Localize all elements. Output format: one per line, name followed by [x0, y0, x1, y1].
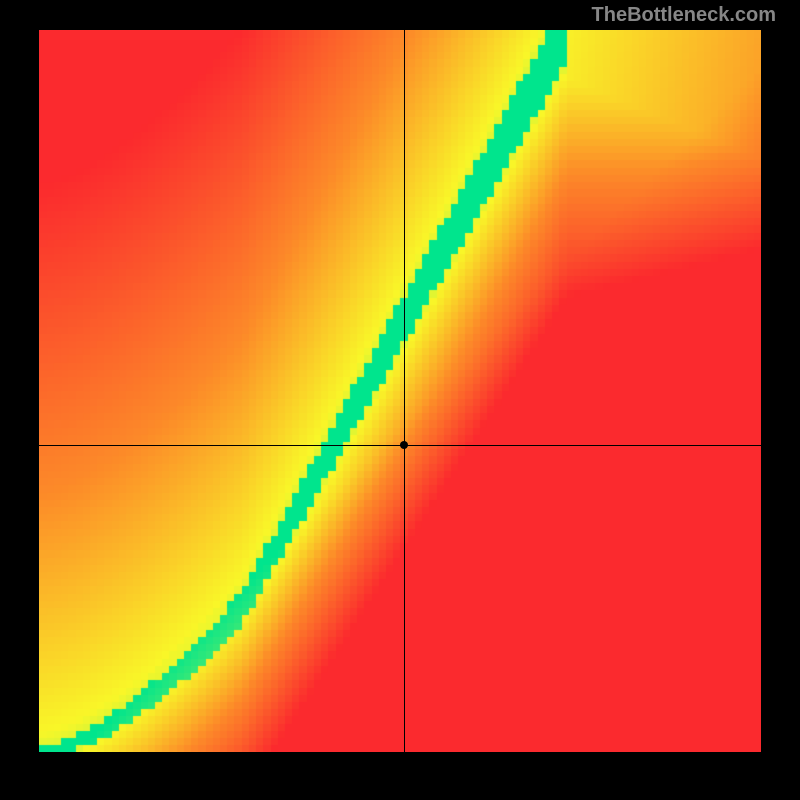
heatmap-canvas	[39, 30, 761, 752]
crosshair-vertical	[404, 30, 405, 752]
attribution-text: TheBottleneck.com	[0, 0, 800, 30]
heatmap-plot	[39, 30, 761, 752]
crosshair-dot	[400, 441, 408, 449]
